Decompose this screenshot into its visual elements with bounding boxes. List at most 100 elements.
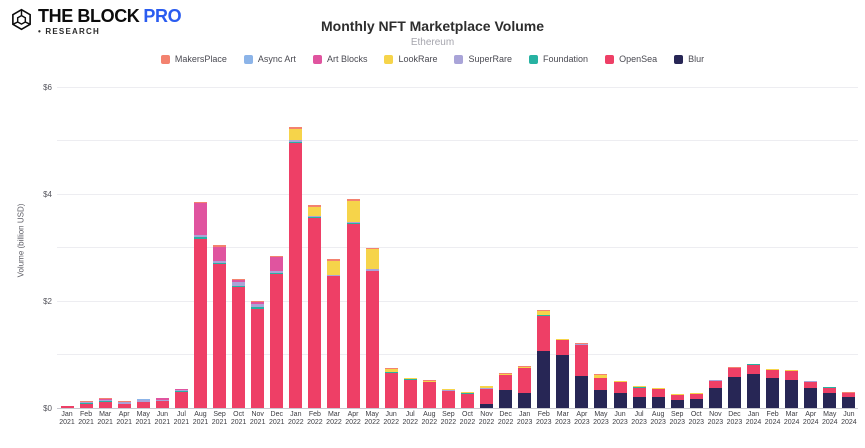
bar-segment-blur[interactable] [670, 400, 684, 408]
bar-segment-makersplace[interactable] [384, 368, 398, 369]
bar-segment-superrare[interactable] [79, 402, 93, 404]
bar-segment-foundation[interactable] [213, 263, 227, 265]
bar-segment-blur[interactable] [689, 399, 703, 408]
bar-segment-superrare[interactable] [232, 281, 246, 287]
bar-aug-2021[interactable] [193, 78, 207, 408]
bar-segment-superrare[interactable] [251, 303, 265, 307]
bar-segment-lookrare[interactable] [289, 129, 303, 141]
bar-may-2023[interactable] [594, 78, 608, 408]
bar-segment-blur[interactable] [499, 389, 513, 408]
bar-segment-opensea[interactable] [575, 344, 589, 376]
bar-jul-2021[interactable] [174, 78, 188, 408]
bar-feb-2024[interactable] [766, 78, 780, 408]
bar-segment-makersplace[interactable] [422, 380, 436, 381]
bar-segment-opensea[interactable] [708, 380, 722, 388]
bar-segment-opensea[interactable] [689, 394, 703, 400]
bar-segment-opensea[interactable] [480, 388, 494, 404]
bar-segment-makersplace[interactable] [136, 398, 150, 400]
bar-segment-opensea[interactable] [308, 217, 322, 408]
bar-segment-superrare[interactable] [289, 140, 303, 142]
bar-jan-2021[interactable] [60, 78, 74, 408]
bar-segment-opensea[interactable] [422, 382, 436, 408]
legend-item-blur[interactable]: Blur [674, 54, 704, 64]
bar-feb-2023[interactable] [537, 78, 551, 408]
bar-apr-2023[interactable] [575, 78, 589, 408]
bar-segment-blur[interactable] [594, 389, 608, 408]
bar-segment-foundation[interactable] [155, 400, 169, 402]
bar-segment-makersplace[interactable] [365, 247, 379, 250]
bar-apr-2024[interactable] [804, 78, 818, 408]
bar-segment-foundation[interactable] [136, 401, 150, 403]
bar-jun-2023[interactable] [613, 78, 627, 408]
bar-segment-opensea[interactable] [79, 403, 93, 408]
bar-segment-blur[interactable] [766, 378, 780, 408]
bar-mar-2022[interactable] [327, 78, 341, 408]
bar-mar-2021[interactable] [98, 78, 112, 408]
bar-segment-superrare[interactable] [384, 371, 398, 373]
bar-segment-makersplace[interactable] [403, 377, 417, 379]
bar-segment-lookrare[interactable] [480, 386, 494, 389]
bar-segment-art-blocks[interactable] [98, 398, 112, 400]
bar-segment-superrare[interactable] [98, 399, 112, 402]
bar-segment-makersplace[interactable] [499, 373, 513, 374]
bar-segment-opensea[interactable] [232, 287, 246, 408]
bar-segment-foundation[interactable] [346, 223, 360, 224]
bar-nov-2021[interactable] [251, 78, 265, 408]
bar-segment-foundation[interactable] [289, 141, 303, 143]
bar-segment-lookrare[interactable] [575, 343, 589, 345]
bar-segment-blur[interactable] [747, 373, 761, 408]
bar-segment-lookrare[interactable] [518, 366, 532, 368]
bar-segment-blur[interactable] [785, 379, 799, 408]
bar-segment-opensea[interactable] [155, 401, 169, 408]
bar-segment-makersplace[interactable] [537, 310, 551, 312]
bar-segment-opensea[interactable] [670, 395, 684, 401]
bar-segment-opensea[interactable] [518, 368, 532, 393]
bar-segment-foundation[interactable] [98, 401, 112, 403]
bar-segment-makersplace[interactable] [98, 398, 112, 399]
bar-jun-2021[interactable] [155, 78, 169, 408]
bar-segment-makersplace[interactable] [518, 366, 532, 367]
bar-segment-lookrare[interactable] [689, 393, 703, 394]
bar-segment-opensea[interactable] [136, 402, 150, 408]
bar-segment-opensea[interactable] [403, 379, 417, 408]
bar-segment-opensea[interactable] [117, 404, 131, 408]
bar-segment-opensea[interactable] [537, 315, 551, 351]
bar-segment-foundation[interactable] [270, 272, 284, 274]
bar-segment-makersplace[interactable] [174, 388, 188, 390]
bar-jun-2022[interactable] [384, 78, 398, 408]
bar-segment-opensea[interactable] [499, 375, 513, 390]
bar-segment-superrare[interactable] [270, 270, 284, 273]
bar-segment-lookrare[interactable] [365, 249, 379, 270]
bar-segment-foundation[interactable] [327, 275, 341, 277]
bar-segment-makersplace[interactable] [308, 205, 322, 208]
bar-segment-opensea[interactable] [346, 224, 360, 408]
bar-segment-opensea[interactable] [785, 371, 799, 380]
bar-segment-foundation[interactable] [117, 403, 131, 405]
bar-segment-foundation[interactable] [232, 286, 246, 288]
bar-nov-2023[interactable] [708, 78, 722, 408]
legend-item-foundation[interactable]: Foundation [529, 54, 588, 64]
bar-nov-2022[interactable] [480, 78, 494, 408]
bar-segment-opensea[interactable] [98, 402, 112, 408]
bar-aug-2022[interactable] [422, 78, 436, 408]
bar-segment-lookrare[interactable] [403, 378, 417, 380]
bar-segment-opensea[interactable] [270, 273, 284, 408]
bar-segment-superrare[interactable] [213, 261, 227, 264]
bar-segment-opensea[interactable] [594, 378, 608, 390]
bar-jul-2022[interactable] [403, 78, 417, 408]
bar-segment-superrare[interactable] [117, 402, 131, 404]
bar-segment-superrare[interactable] [365, 269, 379, 271]
bar-segment-blur[interactable] [480, 403, 494, 408]
bar-segment-foundation[interactable] [365, 270, 379, 272]
bar-segment-blur[interactable] [518, 392, 532, 408]
bar-segment-makersplace[interactable] [213, 245, 227, 247]
bar-sep-2023[interactable] [670, 78, 684, 408]
bar-feb-2022[interactable] [308, 78, 322, 408]
bar-segment-opensea[interactable] [251, 308, 265, 408]
bar-segment-lookrare[interactable] [384, 368, 398, 372]
bar-segment-art-blocks[interactable] [251, 302, 265, 304]
bar-segment-superrare[interactable] [308, 215, 322, 218]
bar-segment-superrare[interactable] [346, 222, 360, 224]
bar-segment-makersplace[interactable] [155, 397, 169, 399]
bar-segment-opensea[interactable] [60, 406, 74, 408]
